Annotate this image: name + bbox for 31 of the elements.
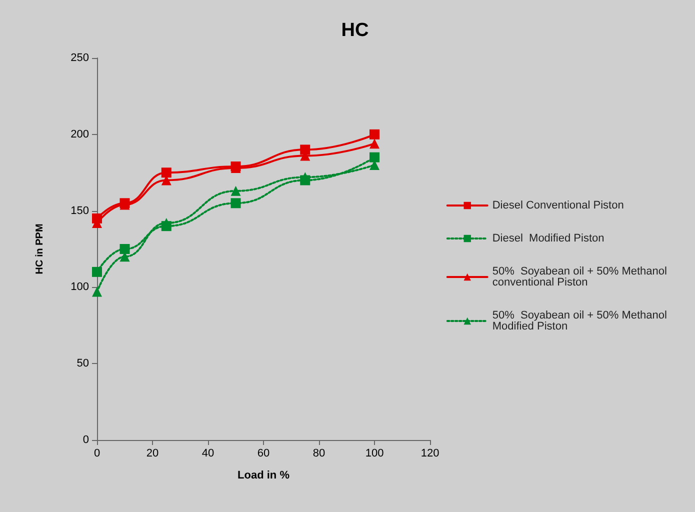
point [230,186,241,196]
x-tick-label: 40 [202,448,214,460]
point [230,198,241,208]
chart-title: HC [341,20,369,41]
x-tick-label: 120 [420,448,440,460]
point [300,172,310,182]
point [370,152,380,162]
y-tick-label: 200 [70,128,89,140]
y-tick-label: 100 [70,281,89,294]
y-tick-label: 0 [82,434,89,446]
legend-label: 50% Soyabean oil + 50% Methanol conventional Piston [492,266,670,288]
point [120,244,130,254]
x-tick-label: 20 [146,448,159,460]
x-tick-label: 60 [257,448,270,460]
y-tick-label: 150 [70,204,89,217]
x-tick-label: 100 [365,448,384,460]
y-tick-label: 250 [70,52,89,64]
legend-label: Diesel Modified Piston [492,232,604,244]
y-tick-label: 50 [76,358,89,370]
point [370,138,380,149]
point [92,266,102,277]
legend-label: 50% Soyabean oil + 50% Methanol Modified Piston [492,310,670,332]
point [161,168,172,178]
x-tick-label: 0 [94,448,100,460]
point [300,144,310,155]
x-axis-title: Load in % [238,470,290,482]
point [370,129,380,140]
point [92,286,102,297]
y-axis-title: HC in PPM [34,224,46,274]
x-tick-label: 80 [312,448,326,460]
legend-label: Diesel Conventional Piston [492,200,624,212]
